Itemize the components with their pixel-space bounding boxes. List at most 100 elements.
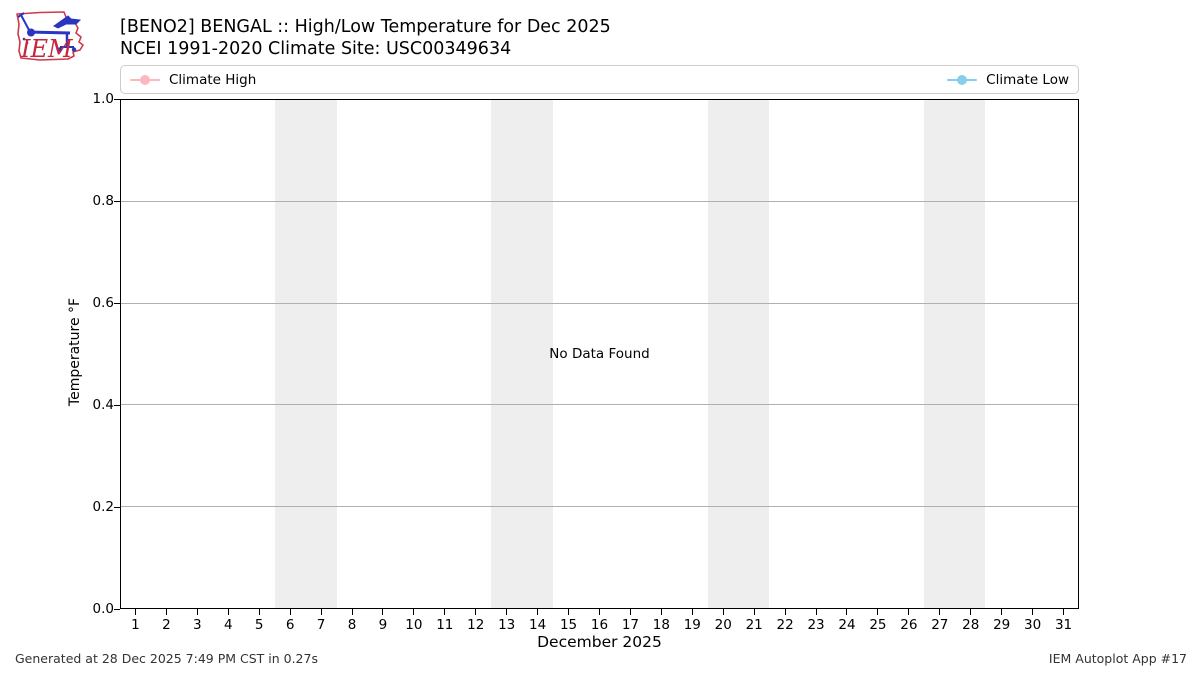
x-tick-label: 26 xyxy=(900,617,918,633)
x-tick-mark xyxy=(258,609,260,615)
plot-area: No Data Found xyxy=(120,99,1079,609)
y-gridline xyxy=(121,201,1078,203)
x-tick-label: 11 xyxy=(436,617,454,633)
legend-label-climate-high: Climate High xyxy=(169,71,257,88)
x-tick-label: 14 xyxy=(529,617,547,633)
x-tick-label: 8 xyxy=(347,617,357,633)
y-tick-label: 0.6 xyxy=(92,295,114,311)
x-tick-mark xyxy=(382,609,384,615)
weekend-band xyxy=(491,100,554,608)
x-tick-label: 17 xyxy=(621,617,640,633)
y-tick-mark xyxy=(114,506,120,508)
x-tick-mark xyxy=(1032,609,1034,615)
x-tick-label: 22 xyxy=(776,617,794,633)
app-credit: IEM Autoplot App #17 xyxy=(1048,651,1187,666)
x-tick-mark xyxy=(444,609,446,615)
x-tick-label: 5 xyxy=(254,617,264,633)
y-gridline xyxy=(121,505,1078,507)
x-tick-label: 21 xyxy=(745,617,763,633)
y-tick-label: 0.0 xyxy=(92,601,114,617)
legend-item-climate-high: Climate High xyxy=(130,72,256,88)
x-tick-label: 27 xyxy=(931,617,949,633)
x-tick-label: 19 xyxy=(683,617,701,633)
climate-low-dot xyxy=(957,74,968,85)
y-gridline xyxy=(121,302,1078,304)
chart-title: [BENO2] BENGAL :: High/Low Temperature f… xyxy=(120,17,611,37)
x-tick-mark xyxy=(660,609,662,615)
x-tick-label: 29 xyxy=(993,617,1011,633)
x-tick-mark xyxy=(165,609,167,615)
y-gridline xyxy=(121,404,1078,406)
generated-timestamp: Generated at 28 Dec 2025 7:49 PM CST in … xyxy=(15,651,318,666)
iem-logo-text: IEM xyxy=(20,35,74,63)
x-tick-label: 18 xyxy=(652,617,670,633)
x-tick-mark xyxy=(506,609,508,615)
x-tick-mark xyxy=(691,609,693,615)
x-tick-label: 28 xyxy=(962,617,980,633)
weekend-band xyxy=(923,100,986,608)
x-tick-label: 15 xyxy=(559,617,578,633)
x-tick-label: 1 xyxy=(131,617,140,633)
legend: Climate High Climate Low xyxy=(120,65,1079,94)
x-tick-label: 31 xyxy=(1054,617,1073,633)
x-tick-mark xyxy=(846,609,848,615)
x-tick-mark xyxy=(475,609,477,615)
x-tick-label: 16 xyxy=(590,617,609,633)
weekend-band xyxy=(707,100,770,608)
x-tick-mark xyxy=(1063,609,1065,615)
y-tick-mark xyxy=(114,200,120,202)
x-tick-mark xyxy=(939,609,941,615)
legend-label-climate-low: Climate Low xyxy=(986,71,1069,88)
x-tick-mark xyxy=(196,609,198,615)
y-tick-mark xyxy=(114,608,120,610)
climate-high-line-marker-icon xyxy=(130,74,160,85)
x-tick-label: 10 xyxy=(405,617,423,633)
x-tick-mark xyxy=(784,609,786,615)
x-tick-mark xyxy=(877,609,879,615)
x-tick-mark xyxy=(970,609,972,615)
iowa-outline-icon: IEM xyxy=(16,11,84,63)
chart-subtitle: NCEI 1991-2020 Climate Site: USC00349634 xyxy=(120,39,512,59)
y-tick-mark xyxy=(114,98,120,100)
x-tick-label: 3 xyxy=(193,617,202,633)
iem-logo: IEM xyxy=(10,4,106,64)
x-tick-label: 4 xyxy=(223,617,233,633)
no-data-message: No Data Found xyxy=(549,346,650,362)
x-tick-label: 6 xyxy=(285,617,295,633)
x-tick-label: 2 xyxy=(162,617,171,633)
legend-item-climate-low: Climate Low xyxy=(947,72,1069,88)
x-tick-mark xyxy=(815,609,817,615)
x-tick-mark xyxy=(413,609,415,615)
climate-low-line-marker-icon xyxy=(947,74,978,85)
weather-instrument-icon xyxy=(17,12,82,52)
x-tick-mark xyxy=(227,609,229,615)
x-tick-mark xyxy=(568,609,570,615)
x-tick-mark xyxy=(722,609,724,615)
x-tick-label: 24 xyxy=(838,617,856,633)
y-tick-mark xyxy=(114,404,120,406)
x-tick-mark xyxy=(629,609,631,615)
x-tick-mark xyxy=(289,609,291,615)
y-tick-mark xyxy=(114,302,120,304)
y-tick-label: 0.4 xyxy=(92,397,114,413)
x-tick-mark xyxy=(1001,609,1003,615)
x-axis-label: December 2025 xyxy=(537,633,662,651)
y-tick-label: 0.8 xyxy=(92,193,114,209)
x-tick-label: 25 xyxy=(869,617,887,633)
y-tick-label: 1.0 xyxy=(92,91,114,107)
x-tick-label: 7 xyxy=(316,617,326,633)
climate-high-dot xyxy=(140,74,150,85)
x-tick-mark xyxy=(320,609,322,615)
weekend-band xyxy=(275,100,338,608)
x-tick-mark xyxy=(134,609,136,615)
x-tick-mark xyxy=(351,609,353,615)
x-tick-label: 23 xyxy=(807,617,825,633)
x-tick-label: 30 xyxy=(1024,617,1042,633)
x-tick-label: 13 xyxy=(498,617,516,633)
x-tick-mark xyxy=(537,609,539,615)
y-axis-label: Temperature °F xyxy=(67,297,83,407)
x-tick-label: 9 xyxy=(378,617,388,633)
x-tick-mark xyxy=(599,609,600,615)
x-tick-label: 20 xyxy=(714,617,732,633)
